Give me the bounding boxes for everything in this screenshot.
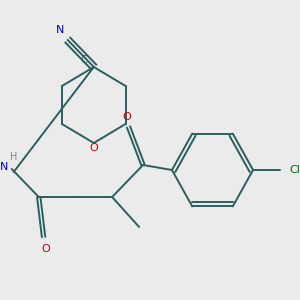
Text: N: N	[56, 25, 64, 35]
Text: O: O	[41, 244, 50, 254]
Text: O: O	[122, 112, 131, 122]
Text: N: N	[0, 162, 8, 172]
Text: H: H	[10, 152, 17, 162]
Text: C: C	[80, 55, 87, 64]
Text: O: O	[89, 143, 98, 153]
Text: Cl: Cl	[289, 165, 300, 175]
